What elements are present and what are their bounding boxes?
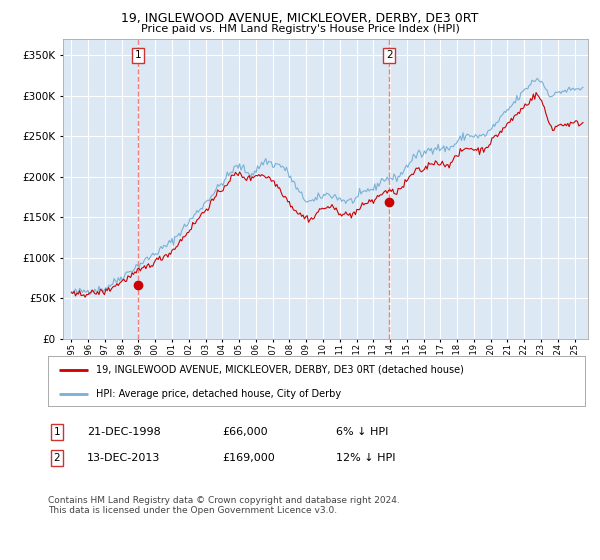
Text: 13-DEC-2013: 13-DEC-2013 — [87, 453, 160, 463]
Text: 19, INGLEWOOD AVENUE, MICKLEOVER, DERBY, DE3 0RT (detached house): 19, INGLEWOOD AVENUE, MICKLEOVER, DERBY,… — [97, 365, 464, 375]
Text: 19, INGLEWOOD AVENUE, MICKLEOVER, DERBY, DE3 0RT: 19, INGLEWOOD AVENUE, MICKLEOVER, DERBY,… — [121, 12, 479, 25]
Text: £66,000: £66,000 — [222, 427, 268, 437]
Text: 12% ↓ HPI: 12% ↓ HPI — [336, 453, 395, 463]
Text: HPI: Average price, detached house, City of Derby: HPI: Average price, detached house, City… — [97, 389, 341, 399]
Text: 1: 1 — [53, 427, 61, 437]
Text: 2: 2 — [53, 453, 61, 463]
Text: £169,000: £169,000 — [222, 453, 275, 463]
Text: 6% ↓ HPI: 6% ↓ HPI — [336, 427, 388, 437]
Text: 2: 2 — [386, 50, 393, 60]
Text: Price paid vs. HM Land Registry's House Price Index (HPI): Price paid vs. HM Land Registry's House … — [140, 24, 460, 34]
Text: 1: 1 — [134, 50, 141, 60]
Text: 21-DEC-1998: 21-DEC-1998 — [87, 427, 161, 437]
Text: Contains HM Land Registry data © Crown copyright and database right 2024.
This d: Contains HM Land Registry data © Crown c… — [48, 496, 400, 515]
